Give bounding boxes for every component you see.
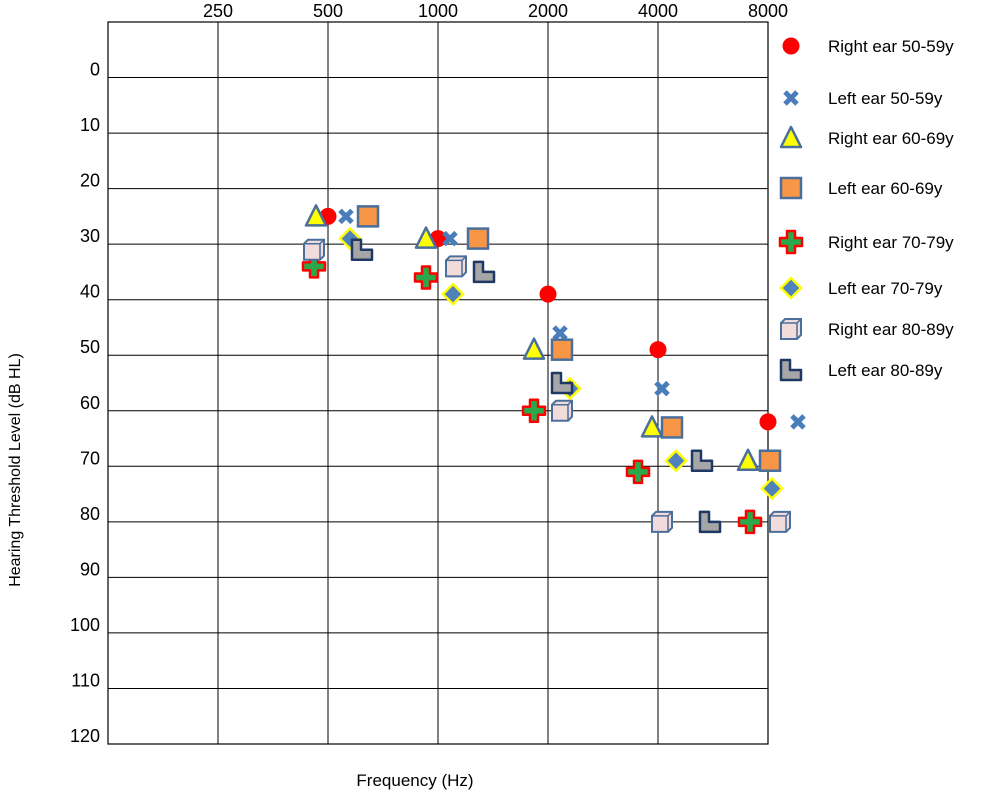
x-tick-label: 8000 [748,1,788,21]
data-point-square [660,416,684,439]
data-point-lshape [350,238,374,261]
legend-label: Right ear 80-89y [828,320,954,339]
data-point-cube [651,510,673,533]
legend-marker-circle [782,37,800,55]
x-axis-label: Frequency (Hz) [356,771,473,790]
data-point-lshape [472,260,496,284]
data-point-cube [445,255,467,278]
data-point-plus [413,265,439,290]
legend-label: Right ear 70-79y [828,233,954,252]
data-point-lshape [698,510,722,534]
data-point-triangle [640,415,664,438]
legend-marker-triangle [779,125,803,149]
data-points [301,204,806,535]
x-tick-label: 2000 [528,1,568,21]
legend-label: Left ear 80-89y [828,361,943,380]
legend-label: Left ear 60-69y [828,179,943,198]
y-tick-label: 110 [71,670,100,690]
y-tick-label: 120 [70,726,100,746]
x-tick-label: 1000 [418,1,458,21]
grid [107,21,769,745]
data-point-cube [303,238,325,261]
data-point-diamond [441,282,465,306]
data-point-x [552,325,568,341]
data-point-triangle [736,448,760,472]
y-tick-label: 40 [80,282,100,302]
data-point-diamond [760,476,784,501]
data-point-triangle [522,337,546,360]
x-tick-label: 250 [203,1,233,21]
y-axis-label: Hearing Threshold Level (dB HL) [7,353,24,587]
data-point-lshape [690,449,714,473]
legend-label: Right ear 60-69y [828,129,954,148]
legend-marker-square [779,176,803,200]
legend-label: Left ear 50-59y [828,89,943,108]
data-point-diamond [664,448,688,473]
data-point-square [758,449,782,473]
data-point-triangle [304,204,328,227]
data-point-x [790,414,806,430]
data-point-triangle [414,226,438,249]
legend-marker-diamond [779,276,803,300]
data-point-circle [649,341,667,359]
data-point-circle [759,413,777,431]
data-point-lshape [550,371,574,395]
legend-marker-lshape [779,358,803,382]
data-point-square [356,205,380,228]
y-tick-label: 0 [90,60,100,80]
data-point-plus [625,459,651,485]
y-axis-ticks: 0 10 20 30 40 50 60 70 80 90 100 110 120 [70,60,100,746]
y-tick-label: 90 [80,559,100,579]
data-point-square [550,338,574,361]
x-tick-label: 500 [313,1,343,21]
x-tick-label: 4000 [638,1,678,21]
data-point-plus [737,509,763,535]
x-axis-ticks: 250 500 1000 2000 4000 8000 [203,1,788,21]
data-point-square [466,227,490,250]
y-tick-label: 70 [80,448,100,468]
legend-label: Left ear 70-79y [828,279,943,298]
legend-marker-x [783,90,799,106]
legend-label: Right ear 50-59y [828,37,954,56]
data-point-x [654,380,670,397]
legend-marker-cube [780,318,802,340]
data-point-plus [301,254,327,279]
y-tick-label: 80 [80,504,100,524]
y-tick-label: 50 [80,337,100,357]
data-point-cube [769,510,791,533]
data-point-cube [551,399,573,422]
legend-marker-plus [778,229,804,255]
legend: Right ear 50-59y Left ear 50-59y Right ear… [778,37,954,382]
y-tick-label: 30 [80,226,100,246]
y-tick-label: 20 [80,171,100,191]
y-tick-label: 60 [80,393,100,413]
data-point-x [338,208,354,225]
data-point-x [442,230,458,247]
data-point-plus [521,398,547,424]
y-tick-label: 10 [80,115,100,135]
y-tick-label: 100 [70,615,100,635]
data-point-circle [539,285,557,303]
